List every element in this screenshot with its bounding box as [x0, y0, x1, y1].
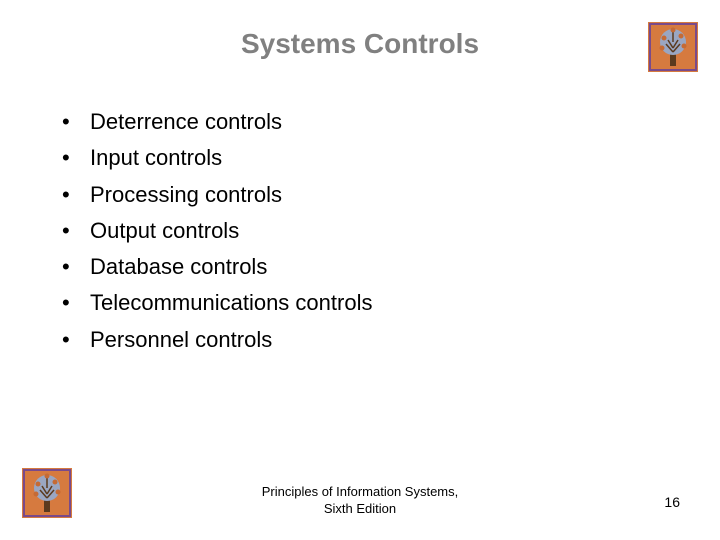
list-item: Deterrence controls	[62, 104, 720, 140]
footer-text: Principles of Information Systems, Sixth…	[262, 484, 459, 518]
list-item: Output controls	[62, 213, 720, 249]
list-item: Database controls	[62, 249, 720, 285]
list-item: Telecommunications controls	[62, 285, 720, 321]
list-item: Personnel controls	[62, 322, 720, 358]
list-item: Input controls	[62, 140, 720, 176]
logo-top	[648, 22, 698, 72]
list-item: Processing controls	[62, 177, 720, 213]
tree-icon	[648, 22, 698, 72]
title-row: Systems Controls	[0, 0, 720, 60]
page-number: 16	[664, 494, 680, 510]
footer: Principles of Information Systems, Sixth…	[0, 484, 720, 518]
slide: Systems Controls Deterrence controls Inp…	[0, 0, 720, 540]
slide-title: Systems Controls	[20, 28, 700, 60]
bullet-list: Deterrence controls Input controls Proce…	[62, 104, 720, 358]
